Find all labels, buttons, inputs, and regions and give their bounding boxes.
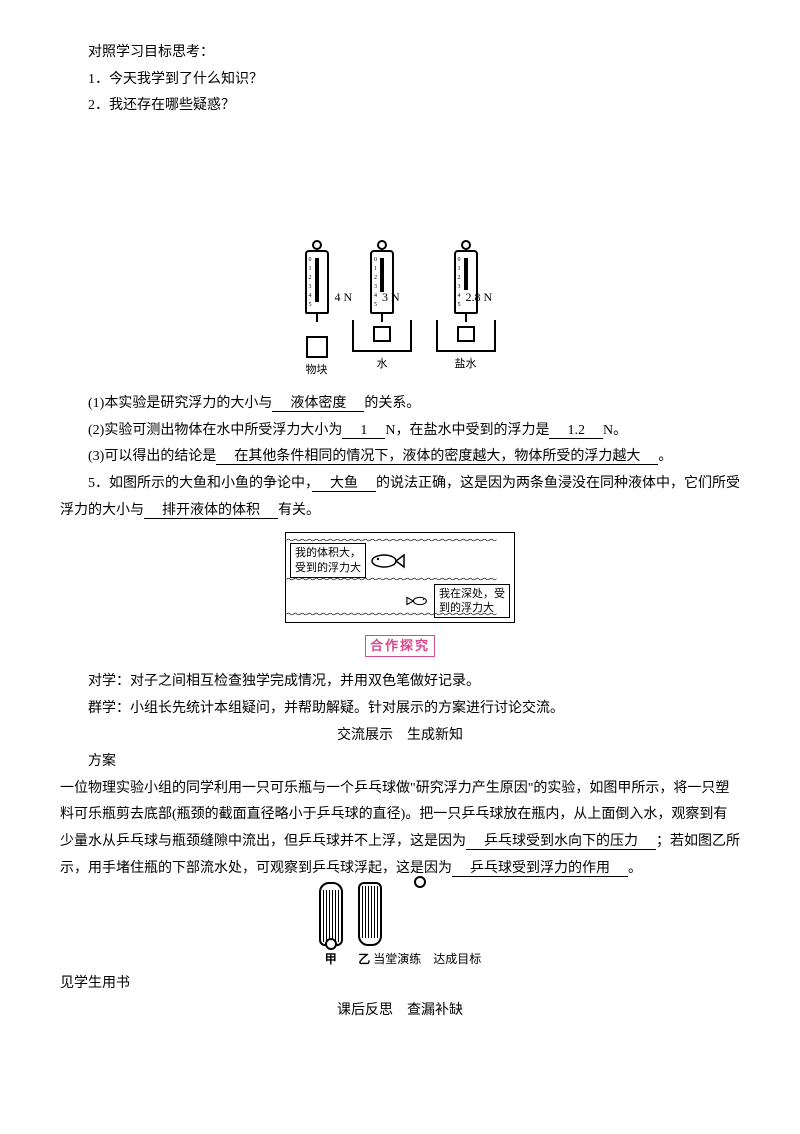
scale-3: 0 1 2 3 4 5 2.8 N 盐水 (436, 250, 496, 375)
experiment-body: 一位物理实验小组的同学利用一只可乐瓶与一个乒乓球做"研究浮力产生原因"的实验，如… (60, 776, 740, 882)
small-fish-icon (404, 594, 430, 608)
question-1: (1)本实验是研究浮力的大小与 液体密度 的关系。 (60, 391, 740, 418)
blank-q5b: 排开液体的体积 (144, 503, 278, 519)
question-5: 5．如图所示的大鱼和小鱼的争论中， 大鱼 的说法正确，这是因为两条鱼浸没在同种液… (60, 471, 740, 524)
label-saltwater: 盐水 (436, 354, 496, 375)
reading-1: 4 N (335, 286, 353, 309)
label-water: 水 (352, 354, 412, 375)
question-2: (2)实验可测出物体在水中所受浮力大小为 1 N，在盐水中受到的浮力是 1.2 … (60, 418, 740, 445)
question-3: (3)可以得出的结论是 在其他条件相同的情况下，液体的密度越大，物体所受的浮力越… (60, 444, 740, 471)
bottle-a (319, 882, 343, 946)
heading-exchange: 交流展示 生成新知 (60, 723, 740, 750)
label-block: 物块 (305, 360, 329, 381)
see-student-book: 见学生用书 (60, 971, 740, 998)
blank-body2: 乒乓球受到浮力的作用 (452, 861, 628, 877)
bottle-figure: 甲 乙 当堂演练 达成目标 (60, 882, 740, 971)
scale-1: 0 1 2 3 4 5 4 N 物块 (305, 250, 329, 381)
bottle-label-b: 乙 当堂演练 达成目标 (358, 948, 481, 971)
duixue: 对学：对子之间相互检查独学完成情况，并用双色笔做好记录。 (60, 669, 740, 696)
scale-2: 0 1 2 3 4 5 3 N 水 (352, 250, 412, 375)
blank-q2a: 1 (342, 423, 385, 439)
spacer (60, 120, 740, 240)
bottle-b (358, 882, 382, 946)
fish-figure: ～～～～～～～～～～～～～～～～～～～～～～～～～～～～～～ 我的体积大，受到的… (285, 532, 515, 623)
section-tag: 合作探究 (365, 635, 435, 657)
intro-line: 对照学习目标思考： (60, 40, 740, 67)
qunxue: 群学：小组长先统计本组疑问，并帮助解疑。针对展示的方案进行讨论交流。 (60, 696, 740, 723)
bottle-label-a: 甲 (319, 948, 343, 971)
blank-q5a: 大鱼 (312, 476, 376, 492)
intro-q2: 2．我还存在哪些疑惑？ (60, 93, 740, 120)
blank-q3: 在其他条件相同的情况下，液体的密度越大，物体所受的浮力越大 (216, 449, 658, 465)
intro-q1: 1．今天我学到了什么知识？ (60, 67, 740, 94)
spring-scale-figure: 0 1 2 3 4 5 4 N 物块 0 1 2 3 4 5 3 N 水 0 1… (60, 250, 740, 381)
blank-body1: 乒乓球受到水向下的压力 (466, 834, 656, 850)
big-fish-icon (370, 552, 406, 570)
blank-q2b: 1.2 (549, 423, 603, 439)
reading-2: 3 N (382, 286, 400, 309)
reading-3: 2.8 N (466, 286, 493, 309)
heading-reflect: 课后反思 查漏补缺 (60, 998, 740, 1025)
blank-q1: 液体密度 (272, 396, 364, 412)
fangan-label: 方案 (60, 749, 740, 776)
